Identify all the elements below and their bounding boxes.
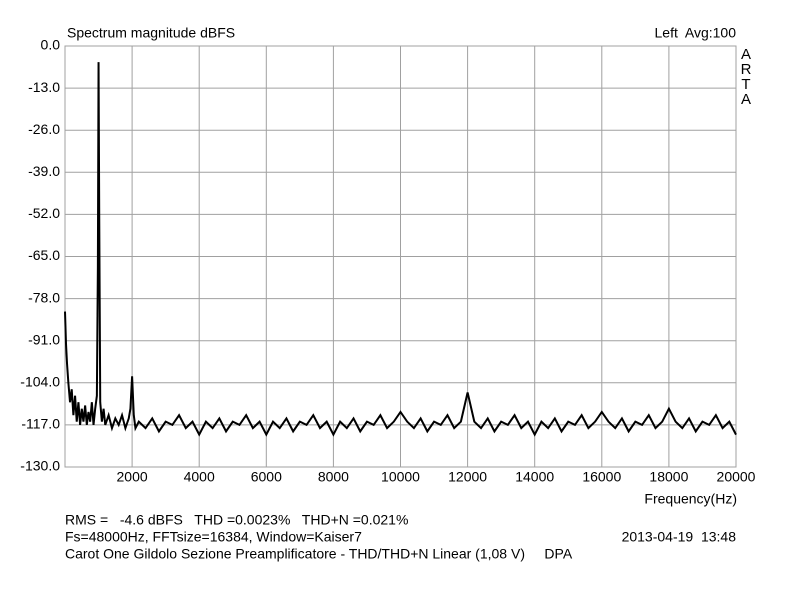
x-tick-label: 8000 [318, 469, 349, 485]
y-tick-label: -104.0 [20, 374, 60, 390]
x-tick-label: 12000 [448, 469, 487, 485]
chart-title: Spectrum magnitude dBFS [67, 25, 235, 41]
note: RMS = -4.6 dBFS THD =0.0023% THD+N =0.02… [65, 512, 408, 528]
note: Carot One Gildolo Sezione Preamplificato… [65, 546, 573, 562]
x-tick-label: 4000 [184, 469, 215, 485]
x-tick-label: 6000 [251, 469, 282, 485]
x-tick-label: 16000 [582, 469, 621, 485]
y-tick-label: -39.0 [28, 163, 60, 179]
y-tick-label: 0.0 [41, 37, 61, 53]
brand: ARTA [740, 46, 752, 108]
y-tick-label: -117.0 [21, 416, 60, 432]
x-tick-label: 20000 [717, 469, 756, 485]
y-tick-label: -26.0 [28, 121, 60, 137]
x-axis-label: Frequency(Hz) [644, 491, 737, 507]
y-tick-label: -65.0 [28, 247, 60, 263]
y-tick-label: -91.0 [28, 331, 60, 347]
timestamp: 2013-04-19 13:48 [622, 529, 737, 545]
x-tick-label: 10000 [381, 469, 420, 485]
x-tick-label: 18000 [649, 469, 688, 485]
y-tick-label: -130.0 [20, 458, 60, 474]
x-tick-label: 14000 [515, 469, 554, 485]
x-tick-label: 2000 [117, 469, 148, 485]
y-tick-label: -13.0 [28, 79, 60, 95]
y-tick-label: -52.0 [28, 205, 60, 221]
note: Fs=48000Hz, FFTsize=16384, Window=Kaiser… [65, 529, 362, 545]
y-tick-label: -78.0 [28, 289, 60, 305]
channel-label: Left Avg:100 [655, 25, 737, 41]
spectrum-line [64, 62, 737, 437]
